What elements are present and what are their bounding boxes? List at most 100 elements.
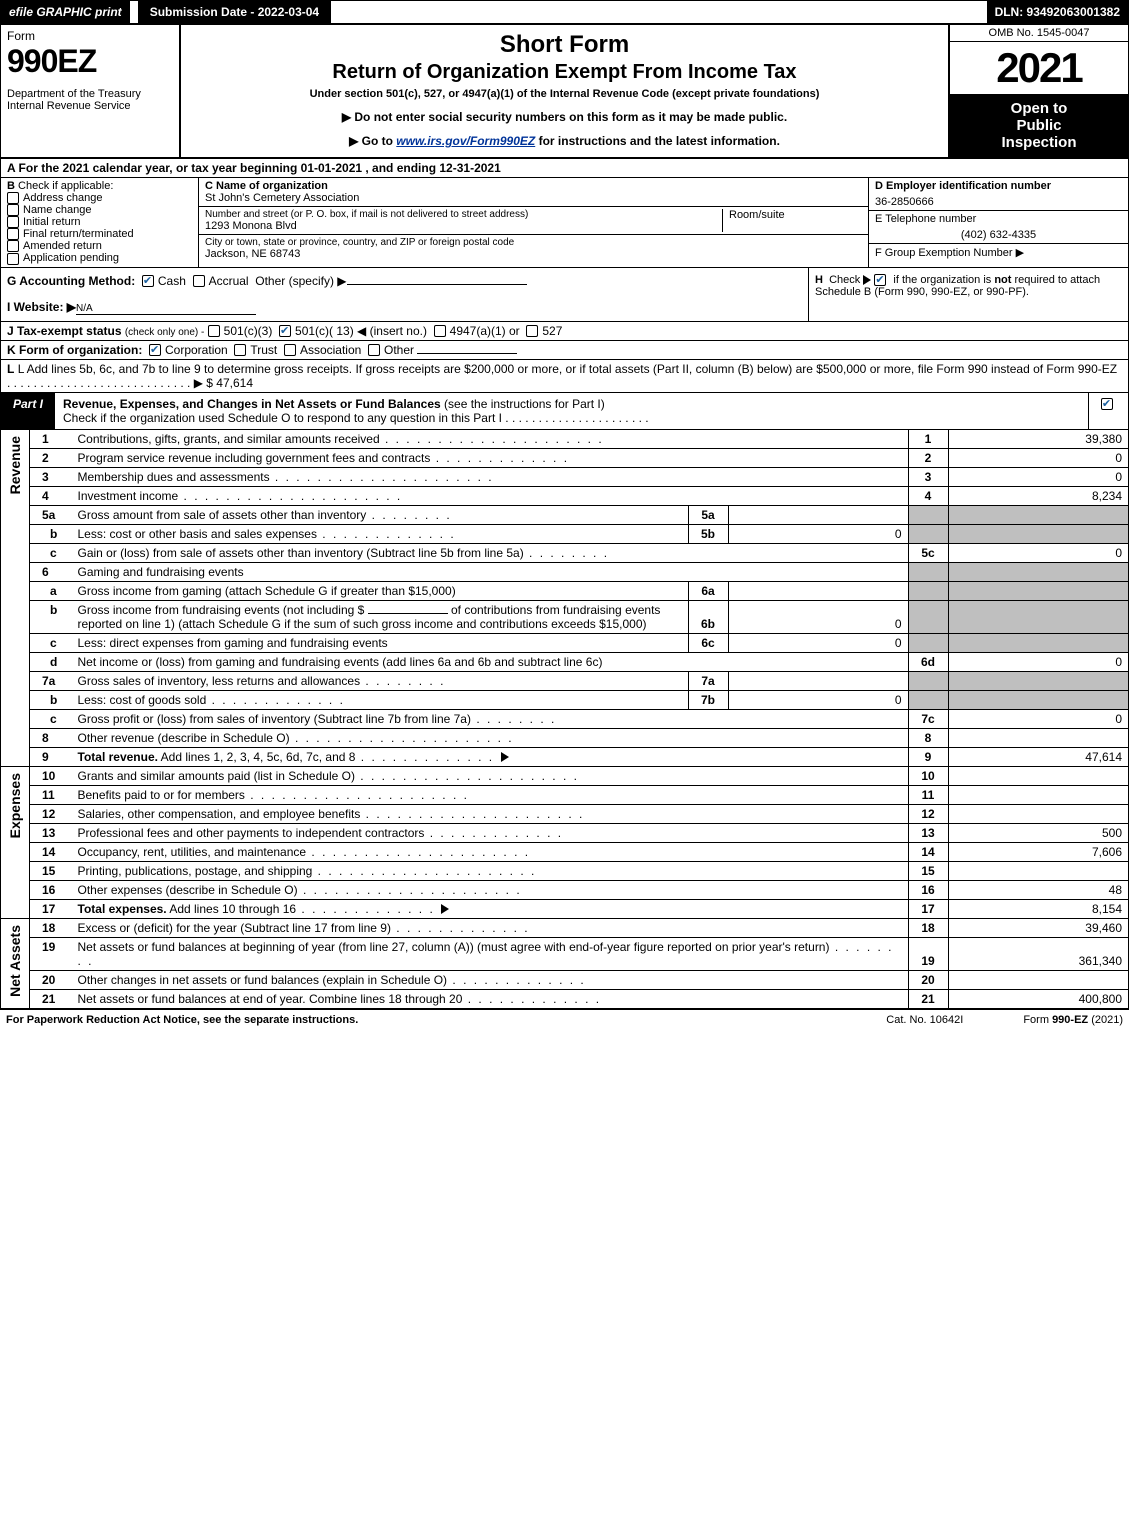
- row-gh: G Accounting Method: Cash Accrual Other …: [1, 268, 1128, 322]
- title-return: Return of Organization Exempt From Incom…: [187, 61, 942, 84]
- txt: Benefits paid to or for members: [78, 788, 245, 802]
- txt: Less: direct expenses from gaming and fu…: [78, 636, 388, 650]
- num: 10: [908, 766, 948, 785]
- form-990ez: efile GRAPHIC print Submission Date - 20…: [0, 0, 1129, 1010]
- chk-initial-return[interactable]: Initial return: [7, 216, 192, 228]
- chk-501c[interactable]: [279, 325, 291, 337]
- sublbl: 6a: [688, 581, 728, 600]
- num: 16: [908, 880, 948, 899]
- j-o3: 4947(a)(1) or: [450, 324, 520, 338]
- chk-label: Address change: [23, 192, 103, 204]
- j-o1: 501(c)(3): [224, 324, 273, 338]
- line-g: G Accounting Method: Cash Accrual Other …: [7, 274, 802, 288]
- chk-assoc[interactable]: [284, 344, 296, 356]
- dln: DLN: 93492063001382: [987, 1, 1128, 23]
- open-to-public: Open to Public Inspection: [950, 94, 1128, 157]
- other-org-input[interactable]: [417, 353, 517, 354]
- header-left: Form 990EZ Department of the Treasury In…: [1, 25, 181, 157]
- website: N/A: [76, 300, 256, 315]
- ln: 1: [30, 430, 74, 449]
- sublbl: 7a: [688, 671, 728, 690]
- other-input[interactable]: [347, 284, 527, 285]
- chk-address-change[interactable]: Address change: [7, 192, 192, 204]
- chk-501c3[interactable]: [208, 325, 220, 337]
- txt: Program service revenue including govern…: [78, 451, 431, 465]
- goto-post: for instructions and the latest informat…: [535, 134, 780, 148]
- subval: [728, 505, 908, 524]
- val: 7,606: [948, 842, 1128, 861]
- chk-527[interactable]: [526, 325, 538, 337]
- ln: c: [30, 543, 74, 562]
- row-14: 14 Occupancy, rent, utilities, and maint…: [1, 842, 1128, 861]
- sublbl: 5b: [688, 524, 728, 543]
- num: 20: [908, 970, 948, 989]
- addr-label: Number and street (or P. O. box, if mail…: [205, 209, 722, 220]
- chk-final-return[interactable]: Final return/terminated: [7, 228, 192, 240]
- part1-chk-text: Check if the organization used Schedule …: [63, 411, 649, 425]
- goto-line: ▶ Go to www.irs.gov/Form990EZ for instru…: [187, 134, 942, 148]
- row-20: 20 Other changes in net assets or fund b…: [1, 970, 1128, 989]
- chk-other-org[interactable]: [368, 344, 380, 356]
- j-o4: 527: [542, 324, 562, 338]
- chk-application-pending[interactable]: Application pending: [7, 252, 192, 264]
- part1-sub: (see the instructions for Part I): [441, 397, 605, 411]
- ln: 10: [30, 766, 74, 785]
- num: 11: [908, 785, 948, 804]
- addr-block: Number and street (or P. O. box, if mail…: [199, 207, 868, 235]
- efile-label[interactable]: efile GRAPHIC print: [1, 1, 130, 23]
- chk-h[interactable]: [874, 274, 886, 286]
- chk-accrual[interactable]: [193, 275, 205, 287]
- chk-name-change[interactable]: Name change: [7, 204, 192, 216]
- l-text: L Add lines 5b, 6c, and 7b to line 9 to …: [7, 362, 1117, 390]
- sublbl: 6c: [688, 633, 728, 652]
- sublbl: 6b: [688, 600, 728, 633]
- j-sm: (check only one) -: [125, 327, 204, 338]
- chk-4947[interactable]: [434, 325, 446, 337]
- chk-schedule-o[interactable]: [1101, 398, 1113, 410]
- val: [948, 785, 1128, 804]
- val: 0: [948, 448, 1128, 467]
- goto-pre: ▶ Go to: [349, 134, 396, 148]
- triangle-icon: [863, 275, 871, 285]
- txt: Occupancy, rent, utilities, and maintena…: [78, 845, 307, 859]
- footer: For Paperwork Reduction Act Notice, see …: [0, 1010, 1129, 1030]
- row-15: 15 Printing, publications, postage, and …: [1, 861, 1128, 880]
- irs-link[interactable]: www.irs.gov/Form990EZ: [396, 134, 535, 148]
- ln: 17: [30, 899, 74, 918]
- chk-trust[interactable]: [234, 344, 246, 356]
- ln: 4: [30, 486, 74, 505]
- l-value: 47,614: [216, 376, 253, 390]
- chk-corp[interactable]: [149, 344, 161, 356]
- ln: 21: [30, 989, 74, 1008]
- row-6a: a Gross income from gaming (attach Sched…: [1, 581, 1128, 600]
- submission-date: Submission Date - 2022-03-04: [134, 1, 331, 23]
- chk-amended[interactable]: Amended return: [7, 240, 192, 252]
- grey: [908, 581, 948, 600]
- grey: [948, 633, 1128, 652]
- val: 0: [948, 652, 1128, 671]
- row-5a: 5a Gross amount from sale of assets othe…: [1, 505, 1128, 524]
- revenue-label: Revenue: [5, 432, 25, 498]
- line-a: A For the 2021 calendar year, or tax yea…: [1, 159, 1128, 178]
- fund-amt[interactable]: [368, 613, 448, 614]
- k-o4: Other: [384, 343, 414, 357]
- txt: Gross income from gaming (attach Schedul…: [74, 581, 689, 600]
- txt1: Gross income from fundraising events (no…: [78, 603, 368, 617]
- num: 8: [908, 728, 948, 747]
- num: 6d: [908, 652, 948, 671]
- netassets-side: Net Assets: [1, 918, 30, 1008]
- cat-no: Cat. No. 10642I: [886, 1014, 963, 1026]
- subval: 0: [728, 690, 908, 709]
- chk-cash[interactable]: [142, 275, 154, 287]
- txt: Other revenue (describe in Schedule O): [78, 731, 290, 745]
- val: 39,380: [948, 430, 1128, 449]
- tax-year: 2021: [950, 42, 1128, 94]
- txt: Investment income: [78, 489, 179, 503]
- row-8: 8 Other revenue (describe in Schedule O)…: [1, 728, 1128, 747]
- room-suite: Room/suite: [722, 209, 862, 232]
- ln: c: [30, 633, 74, 652]
- topbar: efile GRAPHIC print Submission Date - 20…: [1, 1, 1128, 25]
- txt: Net assets or fund balances at end of ye…: [78, 992, 463, 1006]
- grey: [948, 505, 1128, 524]
- val: 500: [948, 823, 1128, 842]
